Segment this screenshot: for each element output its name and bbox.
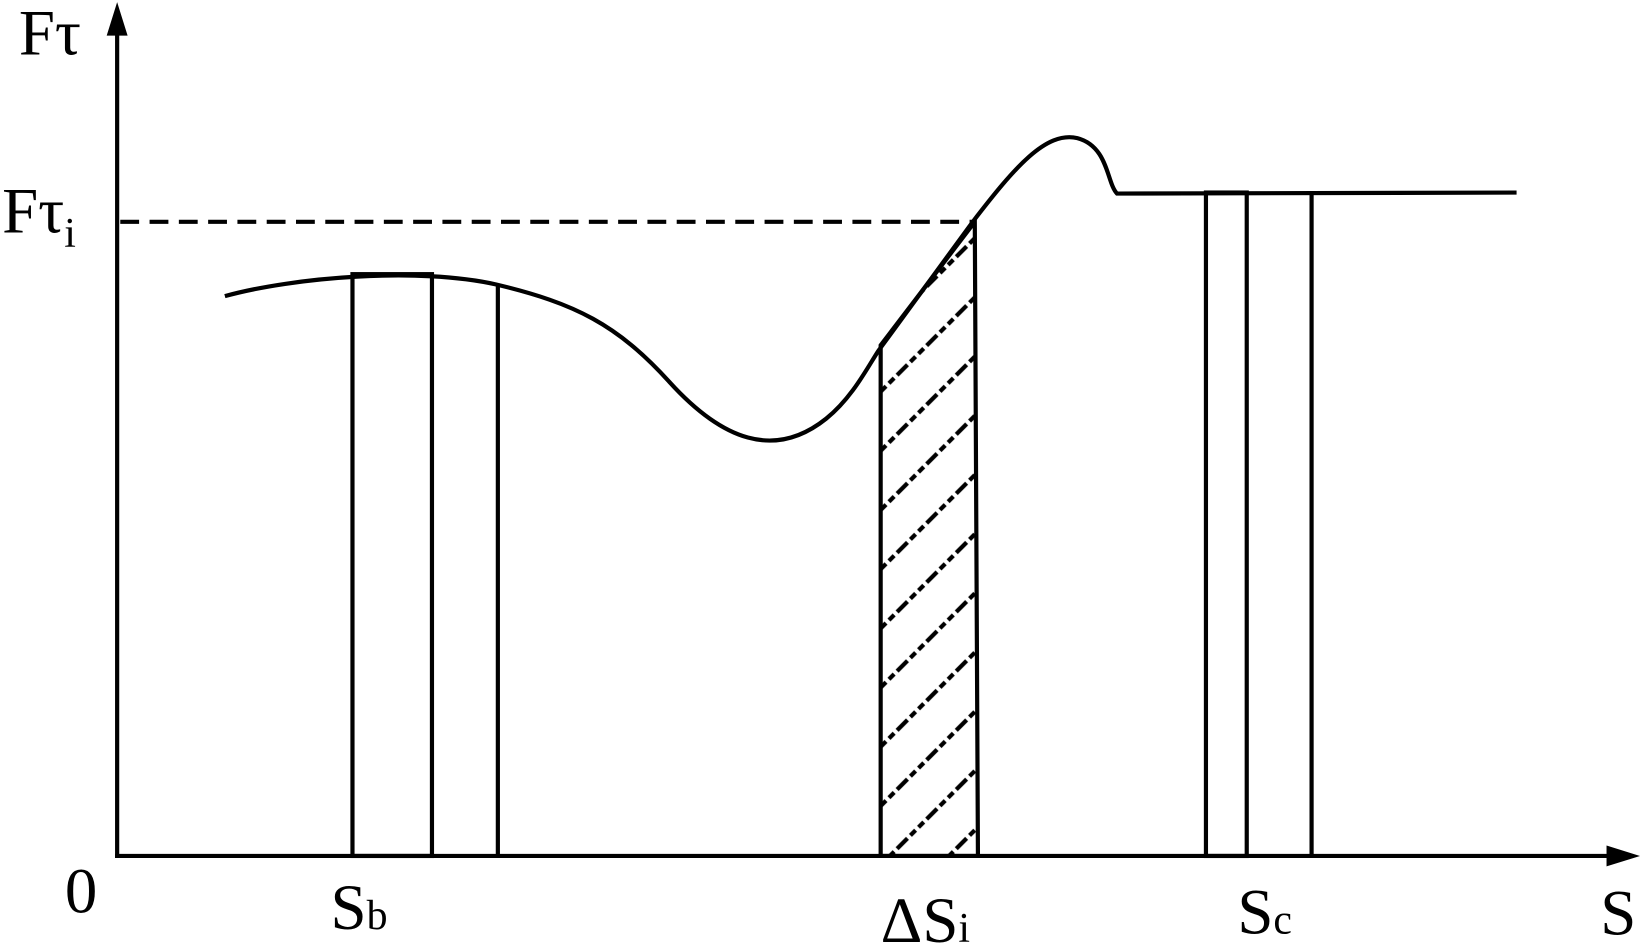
force-curve xyxy=(224,135,1517,443)
interval-rect xyxy=(350,272,435,859)
y-axis-arrow xyxy=(106,2,128,36)
label-sub: τ xyxy=(55,0,81,69)
interval-rect xyxy=(1203,190,1249,859)
interval-label: Sb xyxy=(331,872,388,944)
label-base: S xyxy=(331,872,367,944)
label-sub: i xyxy=(958,906,970,947)
label-sub: τ xyxy=(38,175,64,247)
origin-label: 0 xyxy=(65,855,97,927)
interval-label: Sc xyxy=(1237,876,1292,947)
label-index: i xyxy=(64,211,76,257)
y-axis-label: Fτ xyxy=(19,0,81,69)
label-sub: b xyxy=(367,893,388,939)
x-axis-arrow xyxy=(1606,845,1640,867)
label-sub: c xyxy=(1273,897,1292,943)
interval-label: ΔSi xyxy=(881,885,970,947)
reference-level-label: Fτi xyxy=(2,175,76,257)
label-base: F xyxy=(2,175,38,247)
x-axis-label: S xyxy=(1600,877,1636,947)
label-base: F xyxy=(19,0,55,69)
label-base: S xyxy=(1237,876,1273,947)
hatched-interval xyxy=(878,215,981,859)
label-base: ΔS xyxy=(881,885,959,947)
